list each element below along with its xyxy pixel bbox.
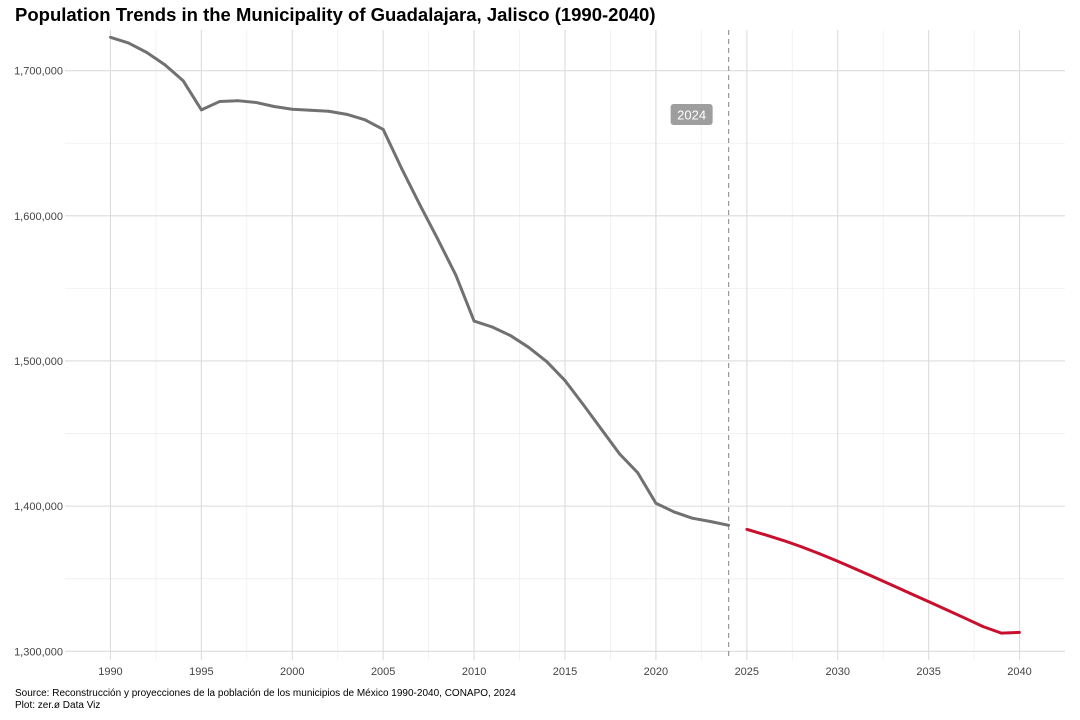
data-point-projection-2040 bbox=[1018, 631, 1021, 634]
data-point-historical-2022 bbox=[690, 516, 694, 520]
data-point-projection-2029 bbox=[818, 552, 821, 556]
data-point-historical-2013 bbox=[527, 345, 531, 349]
y-tick-label: 1,700,000 bbox=[14, 66, 63, 78]
major-x-gridlines bbox=[109, 30, 1021, 660]
data-point-historical-2005 bbox=[381, 128, 385, 131]
x-tick-label: 1995 bbox=[189, 666, 213, 678]
caption-source: Source: Reconstrucción y proyecciones de… bbox=[15, 688, 516, 699]
data-point-historical-2010 bbox=[472, 319, 476, 323]
data-point-projection-2027 bbox=[781, 538, 785, 542]
data-point-historical-1991 bbox=[127, 41, 131, 45]
data-point-historical-1999 bbox=[272, 105, 276, 108]
data-point-historical-2016 bbox=[581, 403, 585, 406]
caption-credit: Plot: zer.ø Data Viz bbox=[15, 700, 101, 711]
data-point-historical-2019 bbox=[636, 471, 640, 475]
series-line-historical bbox=[109, 35, 729, 527]
data-point-historical-1995 bbox=[199, 108, 203, 112]
data-point-historical-2018 bbox=[618, 452, 621, 456]
minor-x-gridlines bbox=[155, 30, 975, 660]
reference-line-group: 2024 bbox=[670, 30, 730, 660]
reference-label-box bbox=[670, 104, 713, 125]
data-point-projection-2037 bbox=[963, 616, 967, 620]
data-point-projection-2038 bbox=[981, 625, 985, 629]
series-group bbox=[109, 35, 1021, 635]
data-point-historical-2009 bbox=[454, 273, 458, 277]
data-point-historical-1998 bbox=[254, 101, 258, 104]
data-point-historical-2015 bbox=[563, 379, 567, 382]
x-tick-label: 1990 bbox=[98, 666, 122, 678]
data-point-historical-2020 bbox=[654, 501, 658, 505]
x-tick-label: 2000 bbox=[280, 666, 304, 678]
data-point-projection-2036 bbox=[945, 608, 949, 612]
data-point-projection-2030 bbox=[836, 559, 840, 563]
x-tick-label: 2005 bbox=[371, 666, 395, 678]
data-point-historical-2021 bbox=[672, 510, 676, 514]
data-point-historical-2001 bbox=[309, 108, 312, 112]
y-tick-label: 1,500,000 bbox=[14, 356, 63, 368]
y-tick-label: 1,400,000 bbox=[14, 501, 63, 513]
data-point-historical-2006 bbox=[399, 166, 403, 170]
data-point-historical-1990 bbox=[109, 35, 112, 39]
data-point-projection-2034 bbox=[909, 592, 912, 595]
data-point-historical-1992 bbox=[145, 51, 149, 54]
data-point-historical-2007 bbox=[418, 202, 421, 206]
x-tick-label: 2030 bbox=[825, 666, 849, 678]
data-point-historical-2023 bbox=[709, 520, 712, 523]
data-point-projection-2028 bbox=[799, 545, 803, 549]
x-tick-label: 2035 bbox=[916, 666, 940, 678]
y-axis-tick-labels: 1,300,000 1,400,000 1,500,000 1,600,000 1,70… bbox=[14, 66, 63, 659]
x-tick-label: 2020 bbox=[644, 666, 668, 678]
x-tick-label: 2015 bbox=[553, 666, 577, 678]
x-tick-label: 2025 bbox=[735, 666, 759, 678]
data-point-historical-2000 bbox=[290, 107, 294, 111]
data-point-historical-2012 bbox=[509, 334, 512, 337]
data-point-projection-2039 bbox=[999, 631, 1003, 635]
data-point-projection-2032 bbox=[872, 575, 876, 579]
data-point-historical-1996 bbox=[218, 100, 221, 103]
data-point-historical-2024 bbox=[727, 523, 731, 527]
data-point-historical-2002 bbox=[327, 109, 331, 113]
data-point-historical-2003 bbox=[345, 112, 349, 116]
data-point-historical-1997 bbox=[236, 99, 240, 103]
data-point-historical-2011 bbox=[490, 325, 494, 329]
data-point-historical-2014 bbox=[545, 360, 549, 364]
data-point-historical-2004 bbox=[363, 118, 367, 122]
x-tick-label: 2040 bbox=[1007, 666, 1031, 678]
data-point-projection-2033 bbox=[890, 583, 894, 587]
y-tick-label: 1,600,000 bbox=[14, 211, 63, 223]
y-tick-label: 1,300,000 bbox=[14, 646, 63, 658]
x-tick-label: 2010 bbox=[462, 666, 486, 678]
data-point-projection-2025 bbox=[745, 527, 749, 531]
data-point-historical-2008 bbox=[436, 237, 440, 241]
data-point-historical-1994 bbox=[181, 79, 185, 83]
data-point-projection-2031 bbox=[854, 567, 858, 571]
data-point-projection-2035 bbox=[927, 600, 931, 604]
x-axis-tick-labels: 1990 1995 2000 2005 2010 2015 2020 2025 2030 2035… bbox=[98, 666, 1032, 678]
series-line-projection bbox=[746, 527, 1020, 635]
data-point-projection-2026 bbox=[763, 533, 767, 537]
data-point-historical-1993 bbox=[163, 63, 167, 67]
data-point-historical-2017 bbox=[599, 427, 603, 431]
chart-title: Population Trends in the Municipality of… bbox=[15, 4, 656, 25]
reference-label: 2024 bbox=[677, 108, 706, 123]
